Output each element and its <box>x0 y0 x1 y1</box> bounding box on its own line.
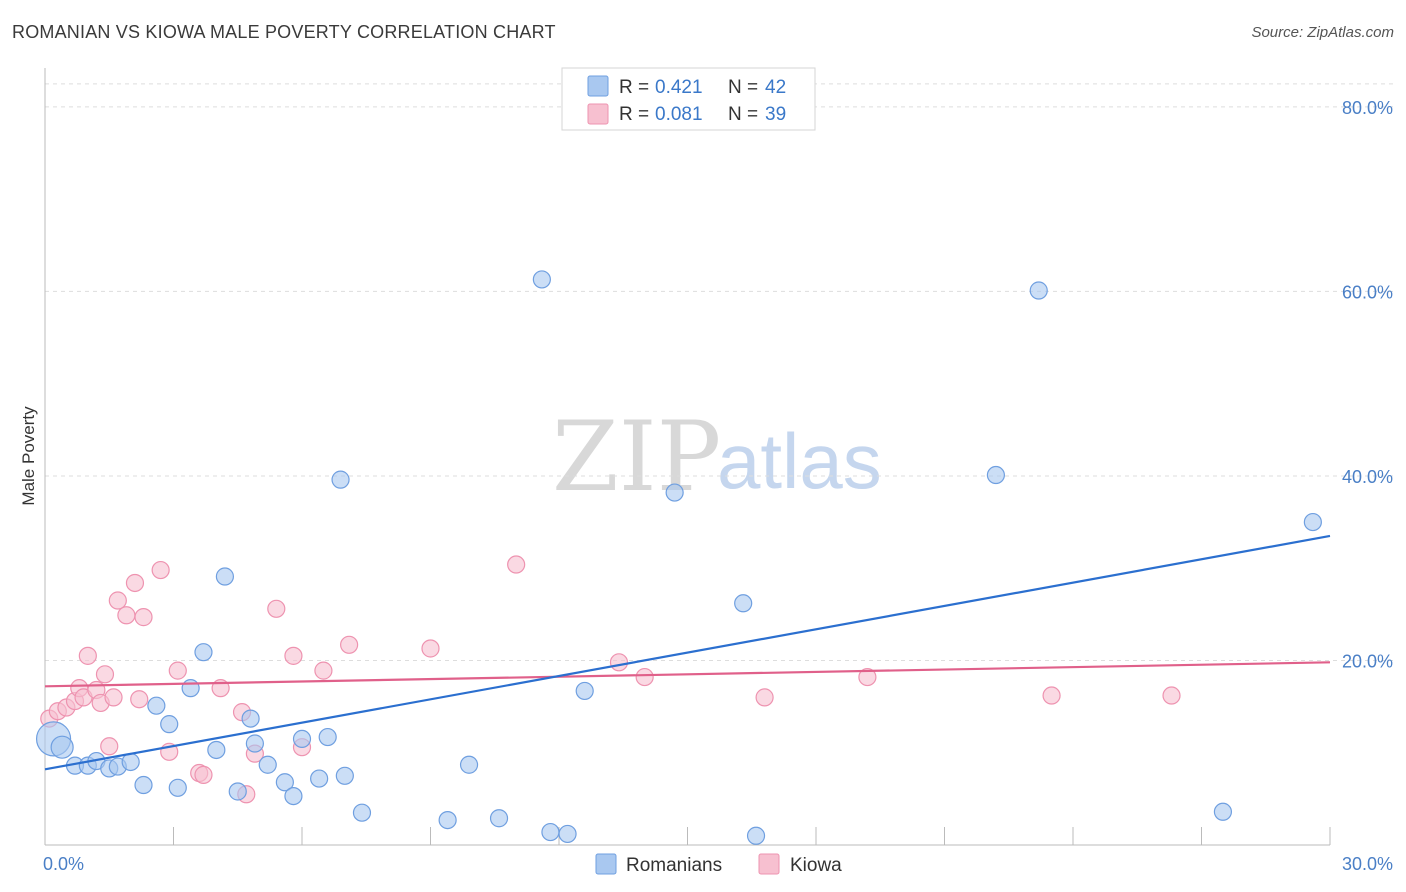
legend-swatch-kiowa <box>587 103 609 125</box>
romanians-point <box>318 727 337 747</box>
kiowa-point <box>125 573 145 593</box>
romanians-point <box>558 824 577 844</box>
bottom-legend-swatch-kiowa <box>758 853 780 875</box>
kiowa-point <box>635 667 654 687</box>
kiowa-point <box>755 688 774 707</box>
y-tick-label: 20.0% <box>1342 651 1393 671</box>
legend-n-value-romanians: 42 <box>765 77 786 98</box>
watermark-atlas: atlas <box>717 417 882 505</box>
romanians-point <box>438 810 457 830</box>
romanians-point <box>207 740 226 760</box>
romanians-point <box>215 567 234 586</box>
romanians-point <box>1213 802 1233 821</box>
kiowa-point <box>130 690 149 709</box>
legend-n-label-romanians: N = <box>728 77 758 98</box>
romanians-point <box>665 483 684 502</box>
legend-n-label-kiowa: N = <box>728 104 758 125</box>
romanians-point <box>532 270 551 289</box>
tick-labels: 20.0% 40.0% 60.0% 80.0% 0.0% 30.0% <box>43 98 1393 874</box>
kiowa-point <box>858 667 877 687</box>
grid-lines <box>45 83 1395 661</box>
romanians-point <box>575 681 594 701</box>
kiowa-point <box>100 737 119 756</box>
legend-swatch-romanians <box>587 75 609 97</box>
romanians-point <box>284 787 303 806</box>
x-tick-label: 0.0% <box>43 854 84 874</box>
romanians-trend-line <box>44 534 1331 771</box>
romanians-point <box>181 679 200 698</box>
romanians-point <box>258 755 277 774</box>
kiowa-point <box>194 765 213 784</box>
romanians-point <box>310 769 329 788</box>
romanians-point <box>147 696 166 715</box>
romanians-point <box>194 643 213 662</box>
romanians-point <box>275 773 294 792</box>
romanians-point <box>134 775 153 795</box>
series-legend: Romanians Kiowa <box>595 853 842 876</box>
kiowa-point <box>609 653 629 672</box>
romanians-point <box>541 822 560 842</box>
kiowa-point <box>421 639 440 658</box>
watermark: ZIP atlas <box>552 401 882 513</box>
romanians-point <box>746 826 766 845</box>
romanians-point <box>352 803 372 822</box>
kiowa-point <box>314 661 333 680</box>
romanians-point <box>734 594 753 613</box>
kiowa-point <box>108 591 127 610</box>
kiowa-trend-line <box>44 661 1331 688</box>
kiowa-points <box>40 555 1181 804</box>
kiowa-point <box>507 555 526 574</box>
romanians-point <box>160 715 179 734</box>
kiowa-point <box>267 599 286 618</box>
legend-r-label-kiowa: R = <box>619 104 649 125</box>
correlation-legend: R = 0.421 N = 42 R = 0.081 N = 39 <box>561 67 816 131</box>
y-tick-label: 40.0% <box>1342 467 1393 487</box>
legend-r-value-kiowa: 0.081 <box>655 104 703 125</box>
romanians-point <box>121 752 140 772</box>
romanians-point <box>241 709 260 728</box>
romanians-point <box>459 755 479 774</box>
bottom-legend-label-kiowa: Kiowa <box>790 855 842 876</box>
romanians-point <box>245 734 264 753</box>
y-axis-label: Male Poverty <box>19 406 38 506</box>
bottom-legend-label-romanians: Romanians <box>626 855 722 876</box>
romanians-point <box>489 809 509 828</box>
source-credit: Source: ZipAtlas.com <box>1251 24 1394 41</box>
kiowa-point <box>340 635 359 654</box>
watermark-zip: ZIP <box>552 401 721 513</box>
kiowa-point <box>117 606 136 625</box>
kiowa-point <box>1162 686 1181 705</box>
kiowa-point <box>134 608 153 627</box>
legend-r-value-romanians: 0.421 <box>655 77 703 98</box>
romanians-point <box>292 729 312 748</box>
romanians-point <box>331 470 350 489</box>
romanians-point <box>335 766 354 785</box>
chart-title: ROMANIAN VS KIOWA MALE POVERTY CORRELATI… <box>12 22 556 42</box>
kiowa-point <box>284 646 303 665</box>
x-tick-label: 30.0% <box>1342 854 1393 874</box>
kiowa-point <box>104 688 123 707</box>
romanians-point <box>1303 512 1322 532</box>
romanians-point <box>50 735 74 759</box>
kiowa-point <box>168 661 187 680</box>
kiowa-point <box>1042 686 1061 705</box>
kiowa-point <box>151 560 170 580</box>
romanians-point <box>168 778 187 797</box>
y-tick-label: 80.0% <box>1342 98 1393 118</box>
legend-r-label-romanians: R = <box>619 77 649 98</box>
romanians-points <box>35 270 1322 845</box>
romanians-point <box>986 465 1006 485</box>
romanians-point <box>228 782 247 801</box>
romanians-point <box>1029 281 1048 300</box>
bottom-legend-swatch-romanians <box>595 853 617 875</box>
y-tick-label: 60.0% <box>1342 282 1393 302</box>
trend-lines <box>44 534 1331 771</box>
kiowa-point <box>78 646 97 665</box>
kiowa-point <box>95 665 115 684</box>
legend-n-value-kiowa: 39 <box>765 104 786 125</box>
